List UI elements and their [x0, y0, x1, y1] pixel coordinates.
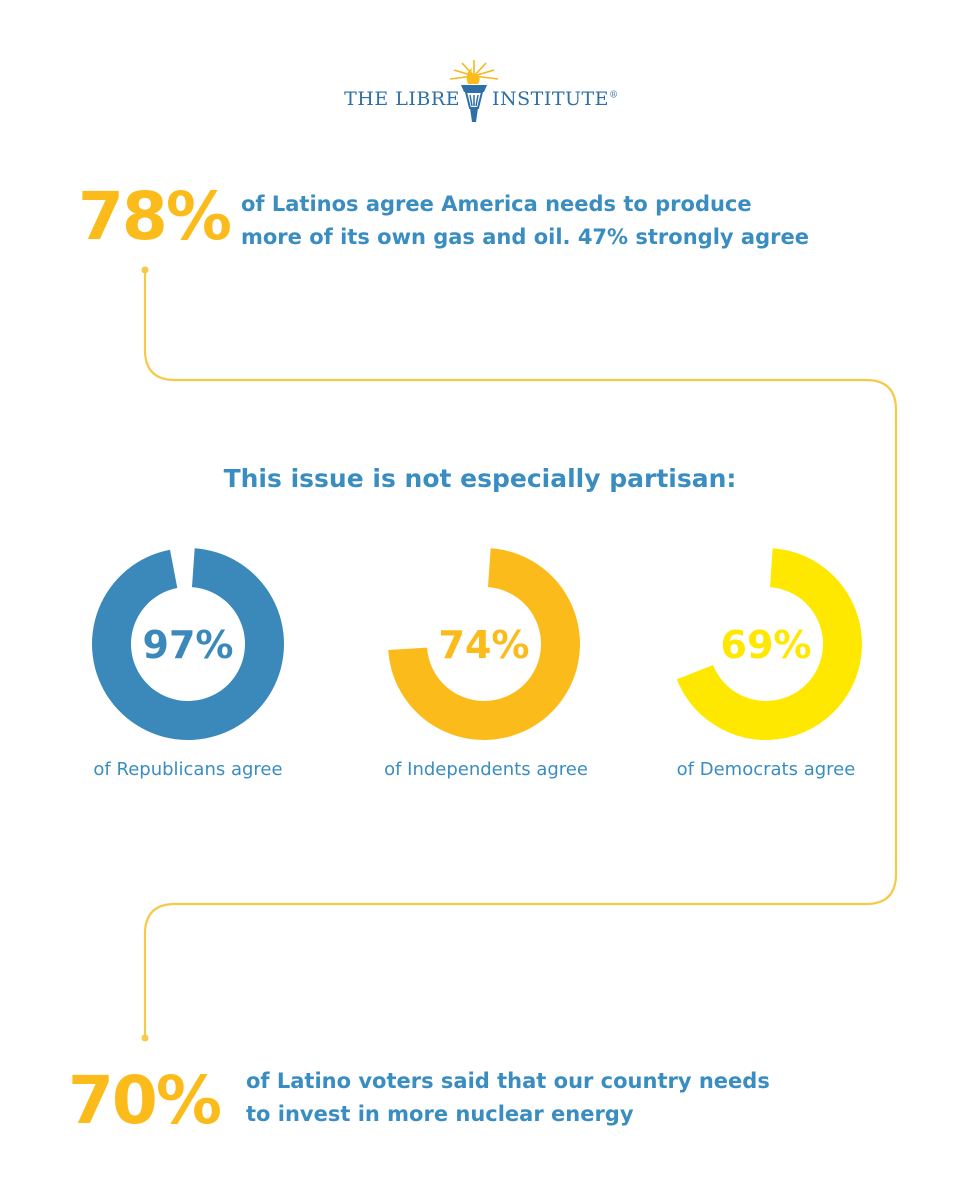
connector-dot-top: [141, 266, 149, 274]
connector-dot-bottom: [141, 1034, 149, 1042]
donut-charts: 97% 74% 69%: [92, 548, 863, 740]
donut-arc-democrats: [676, 548, 863, 740]
bottom-stat-line-2: to invest in more nuclear energy: [246, 1102, 634, 1126]
top-stat-value: 78%: [78, 178, 232, 255]
section-headline: This issue is not especially partisan:: [223, 464, 737, 493]
donut-arc-republicans: [92, 548, 284, 740]
donut-caption-independents: of Independents agree: [384, 759, 588, 780]
bottom-stat-line-1: of Latino voters said that our country n…: [246, 1069, 770, 1093]
donut-caption-republicans: of Republicans agree: [93, 759, 283, 780]
brand-name-right: INSTITUTE®: [492, 88, 619, 110]
bottom-stat-value: 70%: [68, 1062, 222, 1139]
top-stat-line-1: of Latinos agree America needs to produc…: [241, 192, 752, 216]
donut-value-independents: 74%: [439, 623, 530, 667]
donut-value-democrats: 69%: [721, 623, 812, 667]
bottom-stat-description: of Latino voters said that our country n…: [246, 1065, 770, 1131]
top-stat-description: of Latinos agree America needs to produc…: [241, 188, 809, 254]
top-stat-line-2: more of its own gas and oil. 47% strongl…: [241, 225, 809, 249]
torch-icon: [449, 60, 499, 122]
donut-caption-democrats: of Democrats agree: [676, 759, 856, 780]
donut-arc-independents: [388, 548, 580, 740]
brand-name-left: THE LIBRE: [344, 88, 460, 110]
donut-value-republicans: 97%: [143, 623, 234, 667]
brand-logo: THE LIBRE INSTITUTE®: [0, 58, 960, 128]
